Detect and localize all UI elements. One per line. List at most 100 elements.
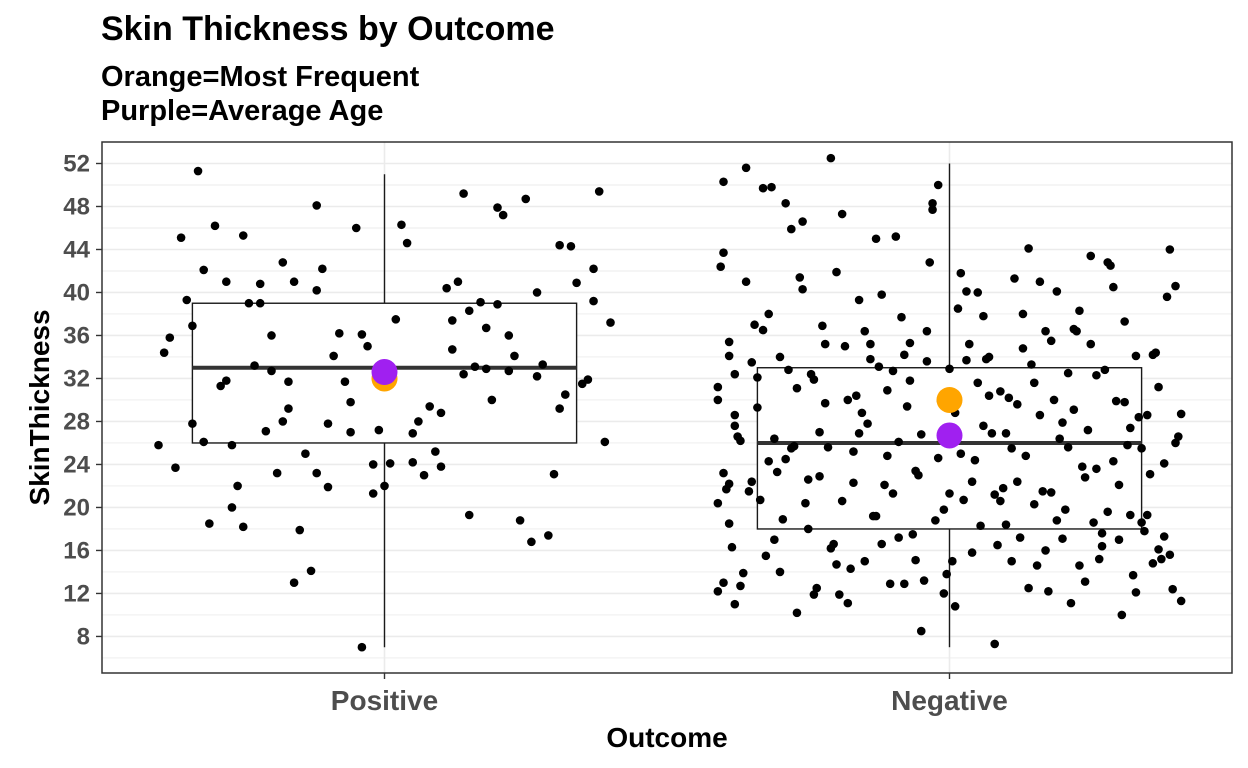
data-point bbox=[939, 505, 949, 514]
data-point bbox=[1154, 382, 1163, 392]
data-point bbox=[493, 300, 502, 309]
data-point bbox=[738, 568, 748, 578]
y-tick-label: 28 bbox=[63, 408, 90, 435]
data-point bbox=[278, 417, 288, 426]
data-point bbox=[730, 421, 740, 431]
data-point bbox=[572, 278, 581, 288]
data-point bbox=[1120, 317, 1129, 326]
data-point bbox=[318, 264, 327, 274]
data-point bbox=[498, 210, 508, 220]
data-point bbox=[964, 339, 974, 349]
chart-title: Skin Thickness by Outcome bbox=[101, 10, 555, 48]
data-point bbox=[914, 470, 923, 480]
data-point bbox=[589, 296, 598, 306]
data-point bbox=[803, 524, 813, 534]
y-axis-title: SkinThickness bbox=[24, 309, 55, 505]
data-point bbox=[967, 548, 977, 557]
data-point bbox=[993, 540, 1002, 550]
data-point bbox=[818, 321, 827, 331]
summary-markers bbox=[371, 359, 963, 449]
data-point bbox=[1001, 520, 1011, 529]
data-point bbox=[261, 426, 271, 436]
data-point bbox=[741, 163, 751, 173]
data-point bbox=[464, 306, 474, 316]
data-point bbox=[1052, 516, 1062, 525]
data-point bbox=[154, 440, 163, 450]
data-point bbox=[730, 599, 740, 609]
data-point bbox=[826, 153, 836, 163]
data-point bbox=[549, 469, 559, 479]
data-point bbox=[1137, 444, 1146, 453]
data-point bbox=[916, 430, 926, 439]
data-point bbox=[544, 531, 553, 540]
data-point bbox=[1041, 326, 1050, 336]
data-point bbox=[866, 339, 875, 349]
data-point bbox=[1126, 510, 1135, 520]
data-point bbox=[1094, 554, 1104, 564]
data-point bbox=[606, 318, 615, 327]
data-point bbox=[860, 326, 870, 336]
data-point bbox=[453, 277, 463, 287]
data-point bbox=[182, 295, 192, 305]
data-point bbox=[877, 539, 886, 549]
y-tick-label: 8 bbox=[77, 623, 90, 650]
data-point bbox=[925, 258, 935, 267]
data-point bbox=[1126, 423, 1135, 433]
data-point bbox=[1092, 370, 1101, 380]
data-point bbox=[255, 298, 265, 308]
data-point bbox=[1171, 438, 1180, 448]
y-axis-ticks: 8 12 16 20 24 28 32 36 40 44 48 52 bbox=[63, 150, 102, 650]
data-point bbox=[515, 516, 525, 525]
data-point bbox=[391, 315, 401, 324]
data-point bbox=[806, 369, 816, 379]
data-point bbox=[538, 360, 547, 369]
data-point bbox=[267, 366, 276, 376]
data-point bbox=[476, 297, 485, 307]
data-point bbox=[1001, 428, 1011, 438]
data-point bbox=[832, 560, 841, 569]
data-point bbox=[928, 205, 937, 215]
data-point bbox=[945, 364, 954, 374]
data-point bbox=[719, 248, 728, 258]
data-point bbox=[233, 481, 242, 491]
data-point bbox=[340, 377, 350, 387]
data-point bbox=[900, 350, 909, 360]
boxes bbox=[191, 163, 1143, 648]
data-point bbox=[809, 590, 819, 599]
data-point bbox=[719, 177, 728, 187]
data-point bbox=[1176, 409, 1186, 419]
data-point bbox=[1159, 532, 1169, 541]
data-point bbox=[713, 587, 723, 596]
data-point bbox=[863, 419, 872, 428]
data-point bbox=[767, 182, 776, 192]
data-point bbox=[857, 408, 867, 418]
data-point bbox=[1148, 559, 1158, 568]
data-point bbox=[1123, 440, 1132, 450]
data-point bbox=[928, 198, 937, 208]
data-point bbox=[1111, 396, 1121, 406]
x-axis-title: Outcome bbox=[606, 722, 727, 753]
data-point bbox=[385, 459, 395, 468]
data-point bbox=[1162, 292, 1172, 302]
chart-subtitle-purple: Purple=Average Age bbox=[101, 95, 384, 127]
data-point bbox=[1086, 251, 1096, 261]
data-point bbox=[487, 395, 497, 405]
data-point bbox=[222, 277, 231, 287]
data-point bbox=[470, 362, 480, 371]
data-point bbox=[199, 265, 208, 275]
data-point bbox=[1137, 518, 1146, 527]
data-point bbox=[1109, 282, 1118, 292]
data-point bbox=[956, 268, 966, 278]
data-point bbox=[747, 477, 757, 486]
data-point bbox=[1080, 577, 1090, 586]
data-point bbox=[713, 382, 723, 392]
data-point bbox=[792, 383, 802, 393]
data-point bbox=[996, 496, 1005, 506]
data-point bbox=[900, 579, 909, 589]
data-point bbox=[527, 537, 536, 547]
data-point bbox=[724, 351, 734, 361]
data-point bbox=[976, 521, 985, 531]
data-point bbox=[312, 286, 322, 295]
data-point bbox=[1097, 528, 1107, 538]
